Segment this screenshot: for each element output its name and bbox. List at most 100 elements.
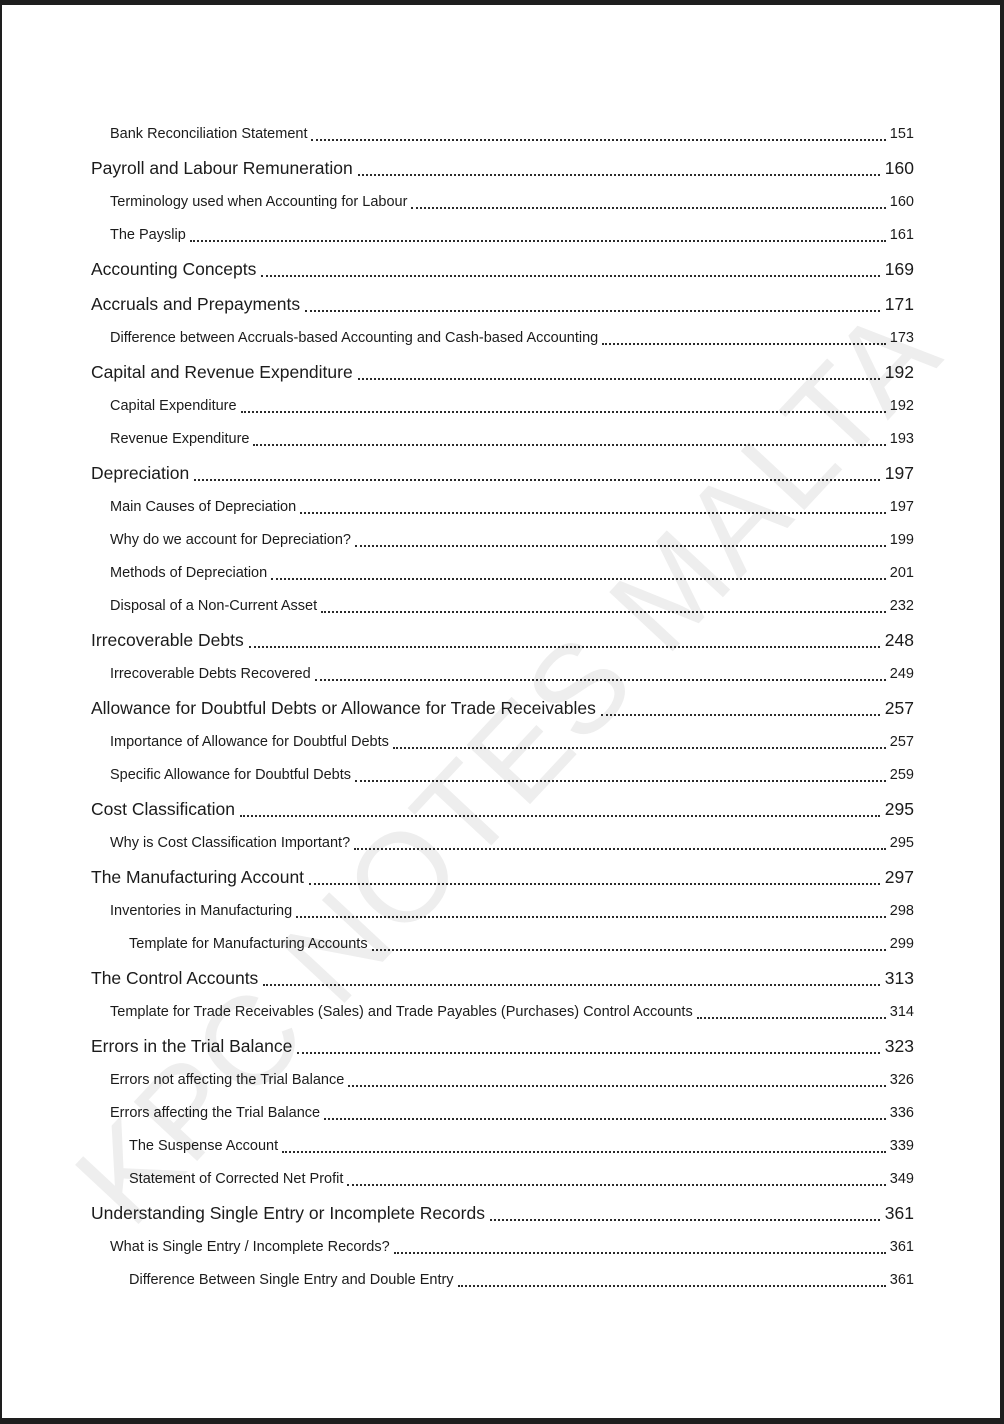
toc-entry-page-number: 297 xyxy=(884,867,914,887)
toc-entry-page-number: 361 xyxy=(889,1272,914,1288)
toc-entry[interactable]: Difference Between Single Entry and Doub… xyxy=(91,1270,914,1291)
toc-entry[interactable]: Methods of Depreciation 201 xyxy=(91,563,914,584)
toc-entry[interactable]: Payroll and Labour Remuneration 160 xyxy=(91,157,914,180)
dot-leader xyxy=(263,984,880,986)
toc-entry[interactable]: Revenue Expenditure 193 xyxy=(91,429,914,450)
toc-entry-title[interactable]: What is Single Entry / Incomplete Record… xyxy=(110,1239,390,1255)
toc-entry-title[interactable]: Irrecoverable Debts xyxy=(91,630,244,650)
dot-leader xyxy=(324,1118,886,1120)
toc-entry[interactable]: Depreciation 197 xyxy=(91,462,914,485)
toc-entry-title[interactable]: Why do we account for Depreciation? xyxy=(110,532,351,548)
toc-entry[interactable]: Understanding Single Entry or Incomplete… xyxy=(91,1202,914,1225)
toc-entry-title[interactable]: Errors in the Trial Balance xyxy=(91,1036,293,1056)
toc-entry-page-number: 192 xyxy=(889,398,914,414)
toc-entry-page-number: 336 xyxy=(889,1105,914,1121)
toc-entry-title[interactable]: Allowance for Doubtful Debts or Allowanc… xyxy=(91,698,596,718)
toc-entry[interactable]: Why do we account for Depreciation? 199 xyxy=(91,530,914,551)
toc-entry-page-number: 323 xyxy=(884,1036,914,1056)
toc-entry-title[interactable]: Cost Classification xyxy=(91,799,235,819)
toc-entry[interactable]: Errors affecting the Trial Balance 336 xyxy=(91,1103,914,1124)
toc-entry-title[interactable]: Accounting Concepts xyxy=(91,259,257,279)
toc-entry-title[interactable]: Why is Cost Classification Important? xyxy=(110,835,351,851)
dot-leader xyxy=(271,578,886,580)
toc-entry[interactable]: Disposal of a Non-Current Asset 232 xyxy=(91,596,914,617)
toc-entry[interactable]: Importance of Allowance for Doubtful Deb… xyxy=(91,732,914,753)
toc-entry[interactable]: Bank Reconciliation Statement 151 xyxy=(91,124,914,145)
toc-entry[interactable]: The Suspense Account 339 xyxy=(91,1136,914,1157)
toc-entry-page-number: 314 xyxy=(889,1004,914,1020)
dot-leader xyxy=(282,1151,886,1153)
toc-entry-page-number: 192 xyxy=(884,362,914,382)
toc-entry-page-number: 361 xyxy=(889,1239,914,1255)
toc-entry-page-number: 339 xyxy=(889,1138,914,1154)
toc-entry[interactable]: Terminology used when Accounting for Lab… xyxy=(91,192,914,213)
toc-entry[interactable]: Why is Cost Classification Important? 29… xyxy=(91,833,914,854)
toc-entry[interactable]: Cost Classification 295 xyxy=(91,798,914,821)
toc-entry-title[interactable]: Statement of Corrected Net Profit xyxy=(129,1171,344,1187)
toc-entry-title[interactable]: Disposal of a Non-Current Asset xyxy=(110,598,318,614)
toc-entry[interactable]: Statement of Corrected Net Profit 349 xyxy=(91,1169,914,1190)
dot-leader xyxy=(355,545,886,547)
toc-entry[interactable]: Accruals and Prepayments 171 xyxy=(91,293,914,316)
toc-entry-title[interactable]: Errors not affecting the Trial Balance xyxy=(110,1072,345,1088)
toc-entry[interactable]: Errors not affecting the Trial Balance 3… xyxy=(91,1070,914,1091)
toc-entry-title[interactable]: Template for Trade Receivables (Sales) a… xyxy=(110,1004,693,1020)
toc-entry-title[interactable]: Specific Allowance for Doubtful Debts xyxy=(110,767,351,783)
toc-entry-page-number: 201 xyxy=(889,565,914,581)
toc-entry-page-number: 295 xyxy=(889,835,914,851)
toc-entry[interactable]: Irrecoverable Debts Recovered 249 xyxy=(91,664,914,685)
toc-entry[interactable]: Template for Manufacturing Accounts 299 xyxy=(91,934,914,955)
toc-entry-title[interactable]: The Control Accounts xyxy=(91,968,259,988)
toc-entry-title[interactable]: Capital Expenditure xyxy=(110,398,237,414)
toc-entry-title[interactable]: Difference between Accruals-based Accoun… xyxy=(110,330,599,346)
dot-leader xyxy=(309,883,880,885)
toc-entry-page-number: 160 xyxy=(889,194,914,210)
toc-entry-page-number: 349 xyxy=(889,1171,914,1187)
toc-entry-page-number: 249 xyxy=(889,666,914,682)
toc-entry-title[interactable]: Depreciation xyxy=(91,463,190,483)
toc-entry-title[interactable]: Template for Manufacturing Accounts xyxy=(129,936,368,952)
toc-entry[interactable]: Capital Expenditure 192 xyxy=(91,396,914,417)
toc-entry-title[interactable]: Importance of Allowance for Doubtful Deb… xyxy=(110,734,389,750)
toc-entry-title[interactable]: Errors affecting the Trial Balance xyxy=(110,1105,321,1121)
toc-entry-title[interactable]: Understanding Single Entry or Incomplete… xyxy=(91,1203,485,1223)
toc-entry[interactable]: Capital and Revenue Expenditure 192 xyxy=(91,361,914,384)
toc-entry-title[interactable]: The Manufacturing Account xyxy=(91,867,305,887)
dot-leader xyxy=(321,611,886,613)
dot-leader xyxy=(347,1184,886,1186)
toc-entry-title[interactable]: The Suspense Account xyxy=(129,1138,279,1154)
toc-entry-title[interactable]: Inventories in Manufacturing xyxy=(110,903,293,919)
toc-entry[interactable]: The Control Accounts 313 xyxy=(91,967,914,990)
toc-entry-page-number: 298 xyxy=(889,903,914,919)
toc-entry[interactable]: Difference between Accruals-based Accoun… xyxy=(91,328,914,349)
toc-entry[interactable]: The Manufacturing Account 297 xyxy=(91,866,914,889)
toc-entry-title[interactable]: Main Causes of Depreciation xyxy=(110,499,297,515)
toc-entry-title[interactable]: The Payslip xyxy=(110,227,186,243)
toc-entry-title[interactable]: Bank Reconciliation Statement xyxy=(110,126,308,142)
toc-entry[interactable]: Errors in the Trial Balance 323 xyxy=(91,1035,914,1058)
toc-entry-page-number: 199 xyxy=(889,532,914,548)
toc-entry-title[interactable]: Difference Between Single Entry and Doub… xyxy=(129,1272,454,1288)
toc-entry[interactable]: Allowance for Doubtful Debts or Allowanc… xyxy=(91,697,914,720)
toc-entry-title[interactable]: Irrecoverable Debts Recovered xyxy=(110,666,311,682)
toc-entry-page-number: 171 xyxy=(884,294,914,314)
toc-entry[interactable]: The Payslip 161 xyxy=(91,225,914,246)
toc-entry-title[interactable]: Revenue Expenditure xyxy=(110,431,250,447)
toc-entry[interactable]: Accounting Concepts 169 xyxy=(91,258,914,281)
toc-entry[interactable]: Main Causes of Depreciation 197 xyxy=(91,497,914,518)
toc-entry[interactable]: Specific Allowance for Doubtful Debts 25… xyxy=(91,765,914,786)
toc-entry-title[interactable]: Capital and Revenue Expenditure xyxy=(91,362,353,382)
dot-leader xyxy=(311,139,886,141)
table-of-contents: Bank Reconciliation Statement 151 Payrol… xyxy=(91,124,914,1303)
toc-entry-title[interactable]: Methods of Depreciation xyxy=(110,565,268,581)
dot-leader xyxy=(354,848,886,850)
dot-leader xyxy=(392,747,886,749)
toc-entry-title[interactable]: Payroll and Labour Remuneration xyxy=(91,158,353,178)
toc-entry[interactable]: Template for Trade Receivables (Sales) a… xyxy=(91,1002,914,1023)
toc-entry-title[interactable]: Terminology used when Accounting for Lab… xyxy=(110,194,408,210)
toc-entry[interactable]: What is Single Entry / Incomplete Record… xyxy=(91,1237,914,1258)
toc-entry[interactable]: Irrecoverable Debts 248 xyxy=(91,629,914,652)
toc-entry[interactable]: Inventories in Manufacturing 298 xyxy=(91,901,914,922)
toc-entry-title[interactable]: Accruals and Prepayments xyxy=(91,294,301,314)
toc-entry-page-number: 257 xyxy=(884,698,914,718)
